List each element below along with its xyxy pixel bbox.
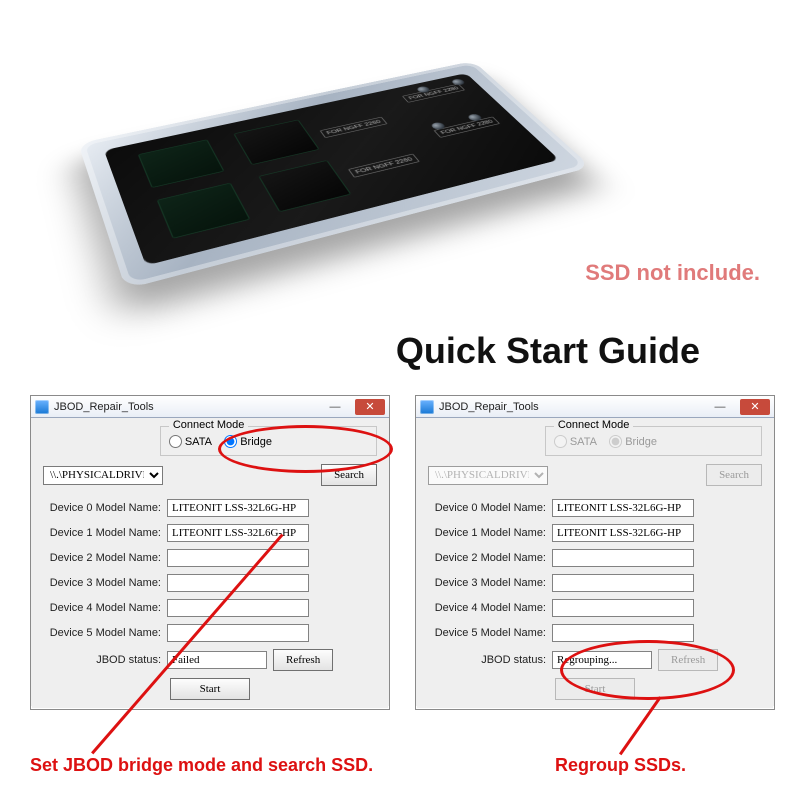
titlebar: JBOD_Repair_Tools — ✕ (416, 396, 774, 418)
titlebar: JBOD_Repair_Tools — ✕ (31, 396, 389, 418)
radio-sata[interactable]: SATA (554, 435, 597, 448)
refresh-button[interactable]: Refresh (273, 649, 333, 671)
radio-sata[interactable]: SATA (169, 435, 212, 448)
drive-select[interactable]: \\.\PHYSICALDRIVE2 (43, 466, 163, 485)
search-button[interactable]: Search (321, 464, 377, 486)
device4-field[interactable] (552, 599, 694, 617)
window-left: JBOD_Repair_Tools — ✕ Connect Mode SATA … (30, 395, 390, 710)
connect-mode-group: Connect Mode SATA Bridge (160, 426, 377, 456)
jbod-status-field[interactable] (167, 651, 267, 669)
connect-mode-group: Connect Mode SATA Bridge (545, 426, 762, 456)
window-title: JBOD_Repair_Tools (54, 401, 315, 413)
product-photo: FOR NGFF 2280 FOR NGFF 2260 FOR NGFF 228… (60, 0, 580, 310)
annotation-caption-right: Regroup SSDs. (555, 755, 686, 776)
annotation-caption-left: Set JBOD bridge mode and search SSD. (30, 755, 373, 776)
start-button[interactable]: Start (555, 678, 635, 700)
quick-start-title: Quick Start Guide (396, 330, 700, 372)
minimize-button[interactable]: — (705, 399, 735, 415)
jbod-status-field[interactable] (552, 651, 652, 669)
device3-field[interactable] (552, 574, 694, 592)
minimize-button[interactable]: — (320, 399, 350, 415)
app-icon (420, 400, 434, 414)
ssd-not-included-note: SSD not include. (585, 260, 760, 286)
app-icon (35, 400, 49, 414)
window-right: JBOD_Repair_Tools — ✕ Connect Mode SATA … (415, 395, 775, 710)
device1-field[interactable] (167, 524, 309, 542)
drive-select[interactable]: \\.\PHYSICALDRIVE2 (428, 466, 548, 485)
window-title: JBOD_Repair_Tools (439, 401, 700, 413)
refresh-button[interactable]: Refresh (658, 649, 718, 671)
radio-bridge[interactable]: Bridge (224, 435, 272, 448)
device4-field[interactable] (167, 599, 309, 617)
device2-field[interactable] (552, 549, 694, 567)
close-button[interactable]: ✕ (355, 399, 385, 415)
radio-bridge[interactable]: Bridge (609, 435, 657, 448)
device1-field[interactable] (552, 524, 694, 542)
device5-field[interactable] (552, 624, 694, 642)
device2-field[interactable] (167, 549, 309, 567)
device0-field[interactable] (167, 499, 309, 517)
device0-field[interactable] (552, 499, 694, 517)
start-button[interactable]: Start (170, 678, 250, 700)
close-button[interactable]: ✕ (740, 399, 770, 415)
search-button[interactable]: Search (706, 464, 762, 486)
